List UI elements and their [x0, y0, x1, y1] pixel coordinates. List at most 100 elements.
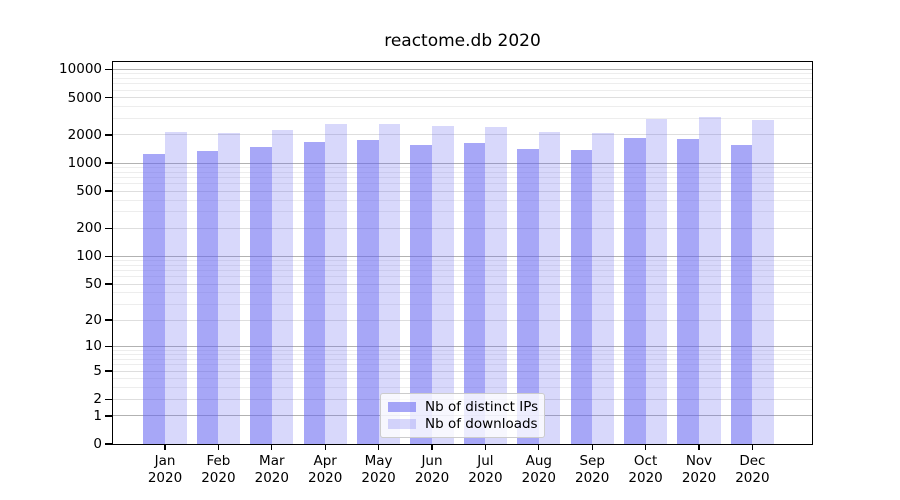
bar-downloads: [699, 117, 721, 444]
x-axis-tick: [751, 445, 754, 450]
y-axis-tick-label: 100: [76, 248, 102, 265]
gridline: [113, 354, 812, 356]
y-axis-tick: [104, 190, 112, 192]
x-axis-tick: [484, 445, 487, 450]
gridline: [113, 319, 812, 321]
bar-distinct-ips: [730, 144, 753, 444]
y-axis-tick-label: 5000: [67, 89, 102, 106]
gridline: [113, 183, 812, 185]
gridline: [113, 89, 812, 91]
gridline: [113, 117, 812, 119]
y-axis-tick: [104, 162, 112, 164]
gridline: [113, 349, 812, 351]
y-axis-tick: [104, 443, 112, 445]
y-axis-tick: [104, 319, 112, 321]
gridline: [113, 97, 812, 99]
legend-swatch-downloads: [388, 419, 416, 430]
x-axis-tick-label: Aug 2020: [521, 453, 556, 486]
bar-downloads: [485, 126, 507, 444]
bar-downloads: [645, 119, 668, 444]
x-axis-tick-label: Jul 2020: [468, 453, 503, 486]
x-axis-tick-label: Apr 2020: [308, 453, 343, 486]
y-axis-tick-label: 2000: [67, 126, 102, 143]
gridline: [113, 171, 812, 173]
bar-downloads: [378, 124, 401, 444]
bar-distinct-ips: [570, 149, 593, 444]
x-axis-tick-label: Dec 2020: [735, 453, 770, 486]
bar-downloads: [271, 130, 294, 444]
x-axis-tick: [324, 445, 326, 450]
gridline: [113, 270, 812, 272]
bar-downloads: [752, 120, 774, 444]
gridline: [113, 303, 812, 305]
bar-distinct-ips: [517, 148, 539, 444]
gridline: [113, 292, 812, 294]
bar-downloads: [538, 131, 561, 444]
x-axis-tick: [698, 445, 700, 450]
x-axis-tick-label: Feb 2020: [201, 453, 236, 486]
bar-downloads: [325, 124, 347, 444]
y-axis-tick-label: 10: [84, 338, 102, 355]
x-axis-tick-label: May 2020: [361, 453, 396, 486]
gridline: [113, 68, 812, 70]
x-axis-tick: [591, 445, 593, 450]
y-axis-tick: [104, 134, 112, 136]
y-axis-tick-label: 50: [84, 276, 102, 293]
gridline: [113, 370, 812, 372]
bar-distinct-ips: [463, 142, 486, 444]
y-axis-tick-label: 2: [93, 391, 102, 408]
bar-distinct-ips: [196, 150, 219, 444]
gridline: [113, 358, 812, 360]
bar-distinct-ips: [357, 140, 379, 444]
bar-distinct-ips: [410, 144, 432, 444]
gridline: [113, 106, 812, 108]
legend-entry-downloads: Nb of downloads: [388, 416, 538, 432]
x-axis-tick: [538, 445, 540, 450]
gridline: [113, 387, 812, 389]
y-axis-tick: [104, 370, 112, 372]
y-axis-tick-label: 1000: [67, 155, 102, 172]
x-axis-tick-label: Sep 2020: [575, 453, 610, 486]
y-axis-tick: [104, 255, 112, 257]
x-axis-tick: [377, 445, 380, 450]
y-axis-tick: [104, 398, 112, 400]
x-axis-tick-label: Oct 2020: [628, 453, 663, 486]
x-axis-tick-label: Mar 2020: [254, 453, 289, 486]
gridline: [113, 177, 812, 178]
gridline: [113, 73, 812, 75]
legend-label-distinct-ips: Nb of distinct IPs: [425, 398, 539, 415]
gridline: [113, 162, 812, 164]
gridline: [113, 211, 812, 213]
x-axis-tick-label: Jan 2020: [147, 453, 183, 486]
y-axis-tick-label: 500: [76, 183, 102, 200]
bar-distinct-ips: [624, 137, 646, 444]
x-axis-tick-label: Jun 2020: [414, 453, 450, 486]
gridline: [113, 283, 812, 285]
x-axis-tick: [644, 445, 647, 450]
gridline: [113, 77, 812, 79]
gridline: [113, 260, 812, 262]
y-axis-tick-label: 200: [76, 220, 102, 237]
legend: Nb of distinct IPs Nb of downloads: [380, 393, 545, 438]
bar-distinct-ips: [143, 153, 165, 444]
y-axis-tick: [104, 68, 112, 71]
y-axis-tick: [104, 96, 112, 99]
x-axis-tick-label: Nov 2020: [681, 453, 717, 486]
gridline: [113, 199, 812, 201]
x-axis-tick: [164, 445, 166, 450]
y-axis-tick-label: 1: [93, 407, 102, 424]
y-axis-tick: [104, 345, 112, 348]
bar-downloads: [592, 133, 614, 444]
gridline: [113, 276, 812, 278]
gridline: [113, 378, 812, 380]
x-axis-tick: [431, 445, 433, 450]
gridline: [113, 264, 812, 266]
y-axis-tick: [104, 415, 112, 417]
chart-title: reactome.db 2020: [384, 31, 541, 51]
x-axis-tick: [271, 445, 273, 450]
gridline: [113, 83, 812, 85]
bar-distinct-ips: [250, 146, 272, 444]
legend-entry-distinct-ips: Nb of distinct IPs: [388, 398, 539, 415]
